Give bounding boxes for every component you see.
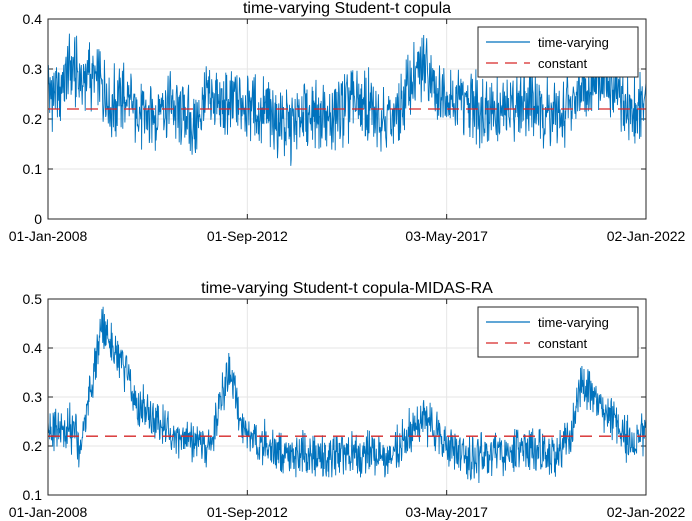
y-tick-label: 0 [34, 211, 42, 227]
x-tick-label: 03-May-2017 [405, 504, 488, 520]
y-tick-label: 0.4 [23, 340, 43, 356]
y-tick-label: 0.4 [23, 11, 43, 27]
x-tick-label: 01-Sep-2012 [207, 504, 288, 520]
y-tick-label: 0.5 [23, 291, 43, 307]
x-tick-label: 02-Jan-2022 [607, 504, 686, 520]
x-tick-label: 03-May-2017 [405, 228, 488, 244]
axes-box [47, 18, 647, 220]
legend-label: constant [538, 56, 588, 71]
chart-title: time-varying Student-t copula [243, 0, 451, 17]
legend-label: constant [538, 336, 588, 351]
x-tick-label: 01-Jan-2008 [9, 504, 88, 520]
axes-box [47, 298, 647, 496]
y-tick-label: 0.3 [23, 389, 43, 405]
x-tick-label: 01-Jan-2008 [9, 228, 88, 244]
x-tick-label: 02-Jan-2022 [607, 228, 686, 244]
legend-box [477, 26, 639, 78]
y-tick-label: 0.3 [23, 61, 43, 77]
y-tick-label: 0.2 [23, 111, 43, 127]
y-tick-label: 0.1 [23, 161, 43, 177]
legend-label: time-varying [538, 315, 609, 330]
y-tick-label: 0.2 [23, 438, 43, 454]
series-time-varying-line [48, 33, 646, 166]
series-time-varying-line [48, 306, 646, 484]
legend-label: time-varying [538, 35, 609, 50]
legend-box [477, 306, 639, 358]
y-tick-label: 0.1 [23, 487, 43, 503]
x-tick-label: 01-Sep-2012 [207, 228, 288, 244]
chart-title: time-varying Student-t copula-MIDAS-RA [201, 280, 493, 297]
